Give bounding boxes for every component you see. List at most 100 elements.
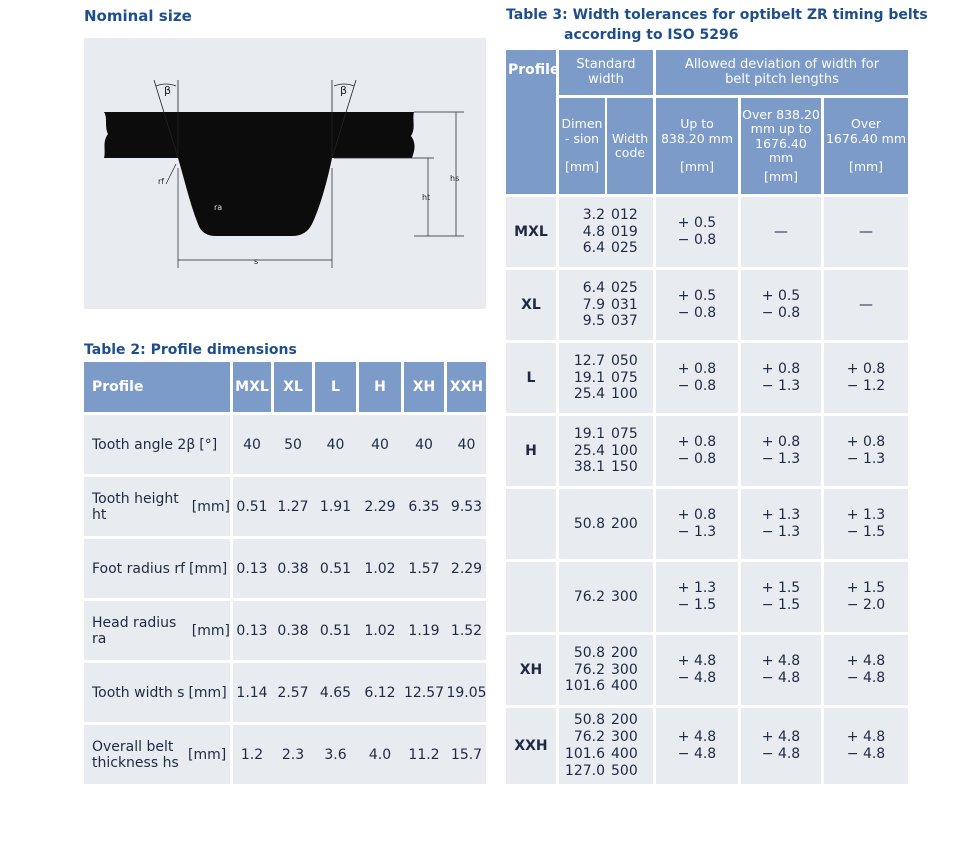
table3-dimension-value: 76.2 xyxy=(573,661,605,678)
table3-sep xyxy=(821,416,824,486)
table3-width-code-cell: 050 075 100 xyxy=(607,343,653,413)
table3-sep xyxy=(556,197,559,267)
table3-col-over-cell: + 4.8− 4.8 xyxy=(824,708,908,784)
table3-sep xyxy=(738,416,741,486)
rf-leader xyxy=(165,163,177,185)
table2-header-xh: XH xyxy=(404,362,444,412)
table3-sep xyxy=(738,270,741,340)
table3-sep xyxy=(738,489,741,559)
table3-dimension-value: 9.5 xyxy=(582,313,605,330)
table3-tolerance-value: + 4.8 xyxy=(761,729,801,746)
table3-sub-over-col: Over 1676.40 mm [mm] xyxy=(824,98,908,194)
profile-dimensions-table: Profile MXL XL L H XH XXH Tooth angle 2β… xyxy=(84,362,487,784)
table3-width-code-value: 200 xyxy=(611,515,638,532)
table3-tolerance-value: + 0.5 xyxy=(677,288,717,305)
table2-row-unit: [mm] xyxy=(191,622,230,639)
table3-row: XH 50.8 76.2 101.6 200 300 400 + 4.8− 4.8 + 4.8−… xyxy=(506,635,908,705)
table3-dimension-value: 4.8 xyxy=(582,223,605,240)
table2-cell: 1.02 xyxy=(364,622,396,639)
table3-sep xyxy=(556,343,559,413)
table3-tolerance-value: + 1.3 xyxy=(846,507,886,524)
table3-col-over-cell: + 1.3− 1.5 xyxy=(824,489,908,559)
table3-sep xyxy=(653,489,656,559)
table3-tolerance-value: − 1.3 xyxy=(761,524,801,540)
table3-dimension-value: 7.9 xyxy=(582,296,605,313)
table2-sep xyxy=(230,415,233,474)
table3-tolerance-value: + 1.3 xyxy=(677,580,717,597)
table2-cell: 0.38 xyxy=(277,622,309,639)
table3-row: L 12.7 19.1 25.4 050 075 100 + 0.8− 0.8 + 0.8− 1… xyxy=(506,343,908,413)
table3-profile-cell: H xyxy=(506,416,556,486)
table3-sep xyxy=(738,343,741,413)
table3-col-over-cell: — xyxy=(824,270,908,340)
table3-sub-over-up-to-col: Over 838.20 mm up to 1676.40 mm [mm] xyxy=(741,98,821,194)
table3-header-standard-width: Standard width xyxy=(559,50,653,95)
table2-row-label: Tooth height ht [mm] xyxy=(84,477,230,536)
table3-width-code-value: 025 xyxy=(611,240,638,257)
table3-dimension-cell: 50.8 76.2 101.6 127.0 xyxy=(559,708,605,784)
table3-dimension-value: 3.2 xyxy=(582,206,605,223)
table3-tolerance-value: − 1.3 xyxy=(846,451,886,467)
table3-col-over-cell: + 0.8− 1.3 xyxy=(824,416,908,486)
table3-tolerance-value: − 1.3 xyxy=(761,378,801,394)
table2-header-xl: XL xyxy=(274,362,312,412)
table2-row: Tooth width s [mm] 1.14 2.57 4.65 6.12 12.57 19… xyxy=(84,663,487,722)
table2-cell: 1.14 xyxy=(236,684,268,701)
table2-cell: 1.27 xyxy=(277,498,309,515)
table3-width-code-cell: 200 xyxy=(607,489,653,559)
table2-cell: 2.57 xyxy=(277,684,309,701)
table3-row: H 19.1 25.4 38.1 075 100 150 + 0.8− 0.8 + 0.8− 1… xyxy=(506,416,908,486)
table3-tolerance-value: + 0.5 xyxy=(677,215,717,232)
table3-profile-label: XL xyxy=(521,296,541,313)
table3-col-over-cell: + 0.8− 1.2 xyxy=(824,343,908,413)
table2-cell: 0.13 xyxy=(236,622,268,639)
table3-tolerance-value: − 4.8 xyxy=(846,670,886,686)
table3-sep xyxy=(821,343,824,413)
table3-width-code-value: 300 xyxy=(611,588,638,605)
table2-cell: 1.57 xyxy=(408,560,440,577)
table2-row-label-text: Tooth height ht xyxy=(92,490,179,523)
table3-col-upto-cell: + 0.5− 0.8 xyxy=(656,197,738,267)
table3-row: XL 6.4 7.9 9.5 025 031 037 + 0.5− 0.8 + 0.5− 0.8… xyxy=(506,270,908,340)
table3-sub-up-to-unit: [mm] xyxy=(679,159,715,175)
table2-cell: 40 xyxy=(415,436,433,453)
table3-dimension-value: 101.6 xyxy=(564,678,605,695)
table2-row-label: Tooth angle 2β [°] xyxy=(84,415,230,474)
table3-dimension-value: 50.8 xyxy=(573,644,605,661)
table3-sub-over-unit: [mm] xyxy=(848,159,884,175)
table3-tolerance-value: + 4.8 xyxy=(677,653,717,670)
table2-sep xyxy=(230,601,233,660)
table3-dimension-cell: 12.7 19.1 25.4 xyxy=(559,343,605,413)
table3-sep xyxy=(556,270,559,340)
table3-width-code-cell: 200 300 400 xyxy=(607,635,653,705)
table3-width-code-value: 075 xyxy=(611,425,638,442)
table2-sep xyxy=(230,663,233,722)
table2-cell: 0.51 xyxy=(319,622,352,639)
table3-dimension-value: 38.1 xyxy=(573,459,605,476)
table3-sep xyxy=(821,197,824,267)
table2-row: Tooth height ht [mm] 0.51 1.27 1.91 2.29 6.35 9… xyxy=(84,477,486,536)
table3-col-over-upto-cell: + 1.5− 1.5 xyxy=(741,562,821,632)
table3-width-code-cell: 300 xyxy=(607,562,653,632)
table2-header-h: H xyxy=(359,362,401,412)
table3-tolerance-value: + 1.5 xyxy=(761,580,801,597)
table3-width-code-value: 025 xyxy=(611,279,638,296)
table3-sep xyxy=(556,562,559,632)
table2-sep xyxy=(230,477,233,536)
table3-sep xyxy=(556,708,559,784)
table3-sub-up-to-col: Up to 838.20 mm [mm] xyxy=(656,98,738,194)
table3-dimension-cell: 19.1 25.4 38.1 xyxy=(559,416,605,486)
table3-tolerance-value: − 1.2 xyxy=(846,378,886,394)
table3-tolerance-value: + 4.8 xyxy=(846,653,886,670)
table3-tolerance-value: — xyxy=(774,223,788,240)
table3-width-code-value: 100 xyxy=(611,386,638,403)
table3-dimension-cell: 50.8 76.2 101.6 xyxy=(559,635,605,705)
table2-cell: 3.6 xyxy=(324,746,347,763)
table3-col-over-cell: — xyxy=(824,197,908,267)
table2-row-label-text: Tooth angle 2β xyxy=(92,436,196,453)
table3-tolerance-value: + 0.5 xyxy=(761,288,801,305)
table2-row-unit: [mm] xyxy=(191,498,230,515)
hs-label: hs xyxy=(450,174,459,183)
table3-col-over-upto-cell: — xyxy=(741,197,821,267)
table3-dimension-value: 50.8 xyxy=(573,515,605,532)
